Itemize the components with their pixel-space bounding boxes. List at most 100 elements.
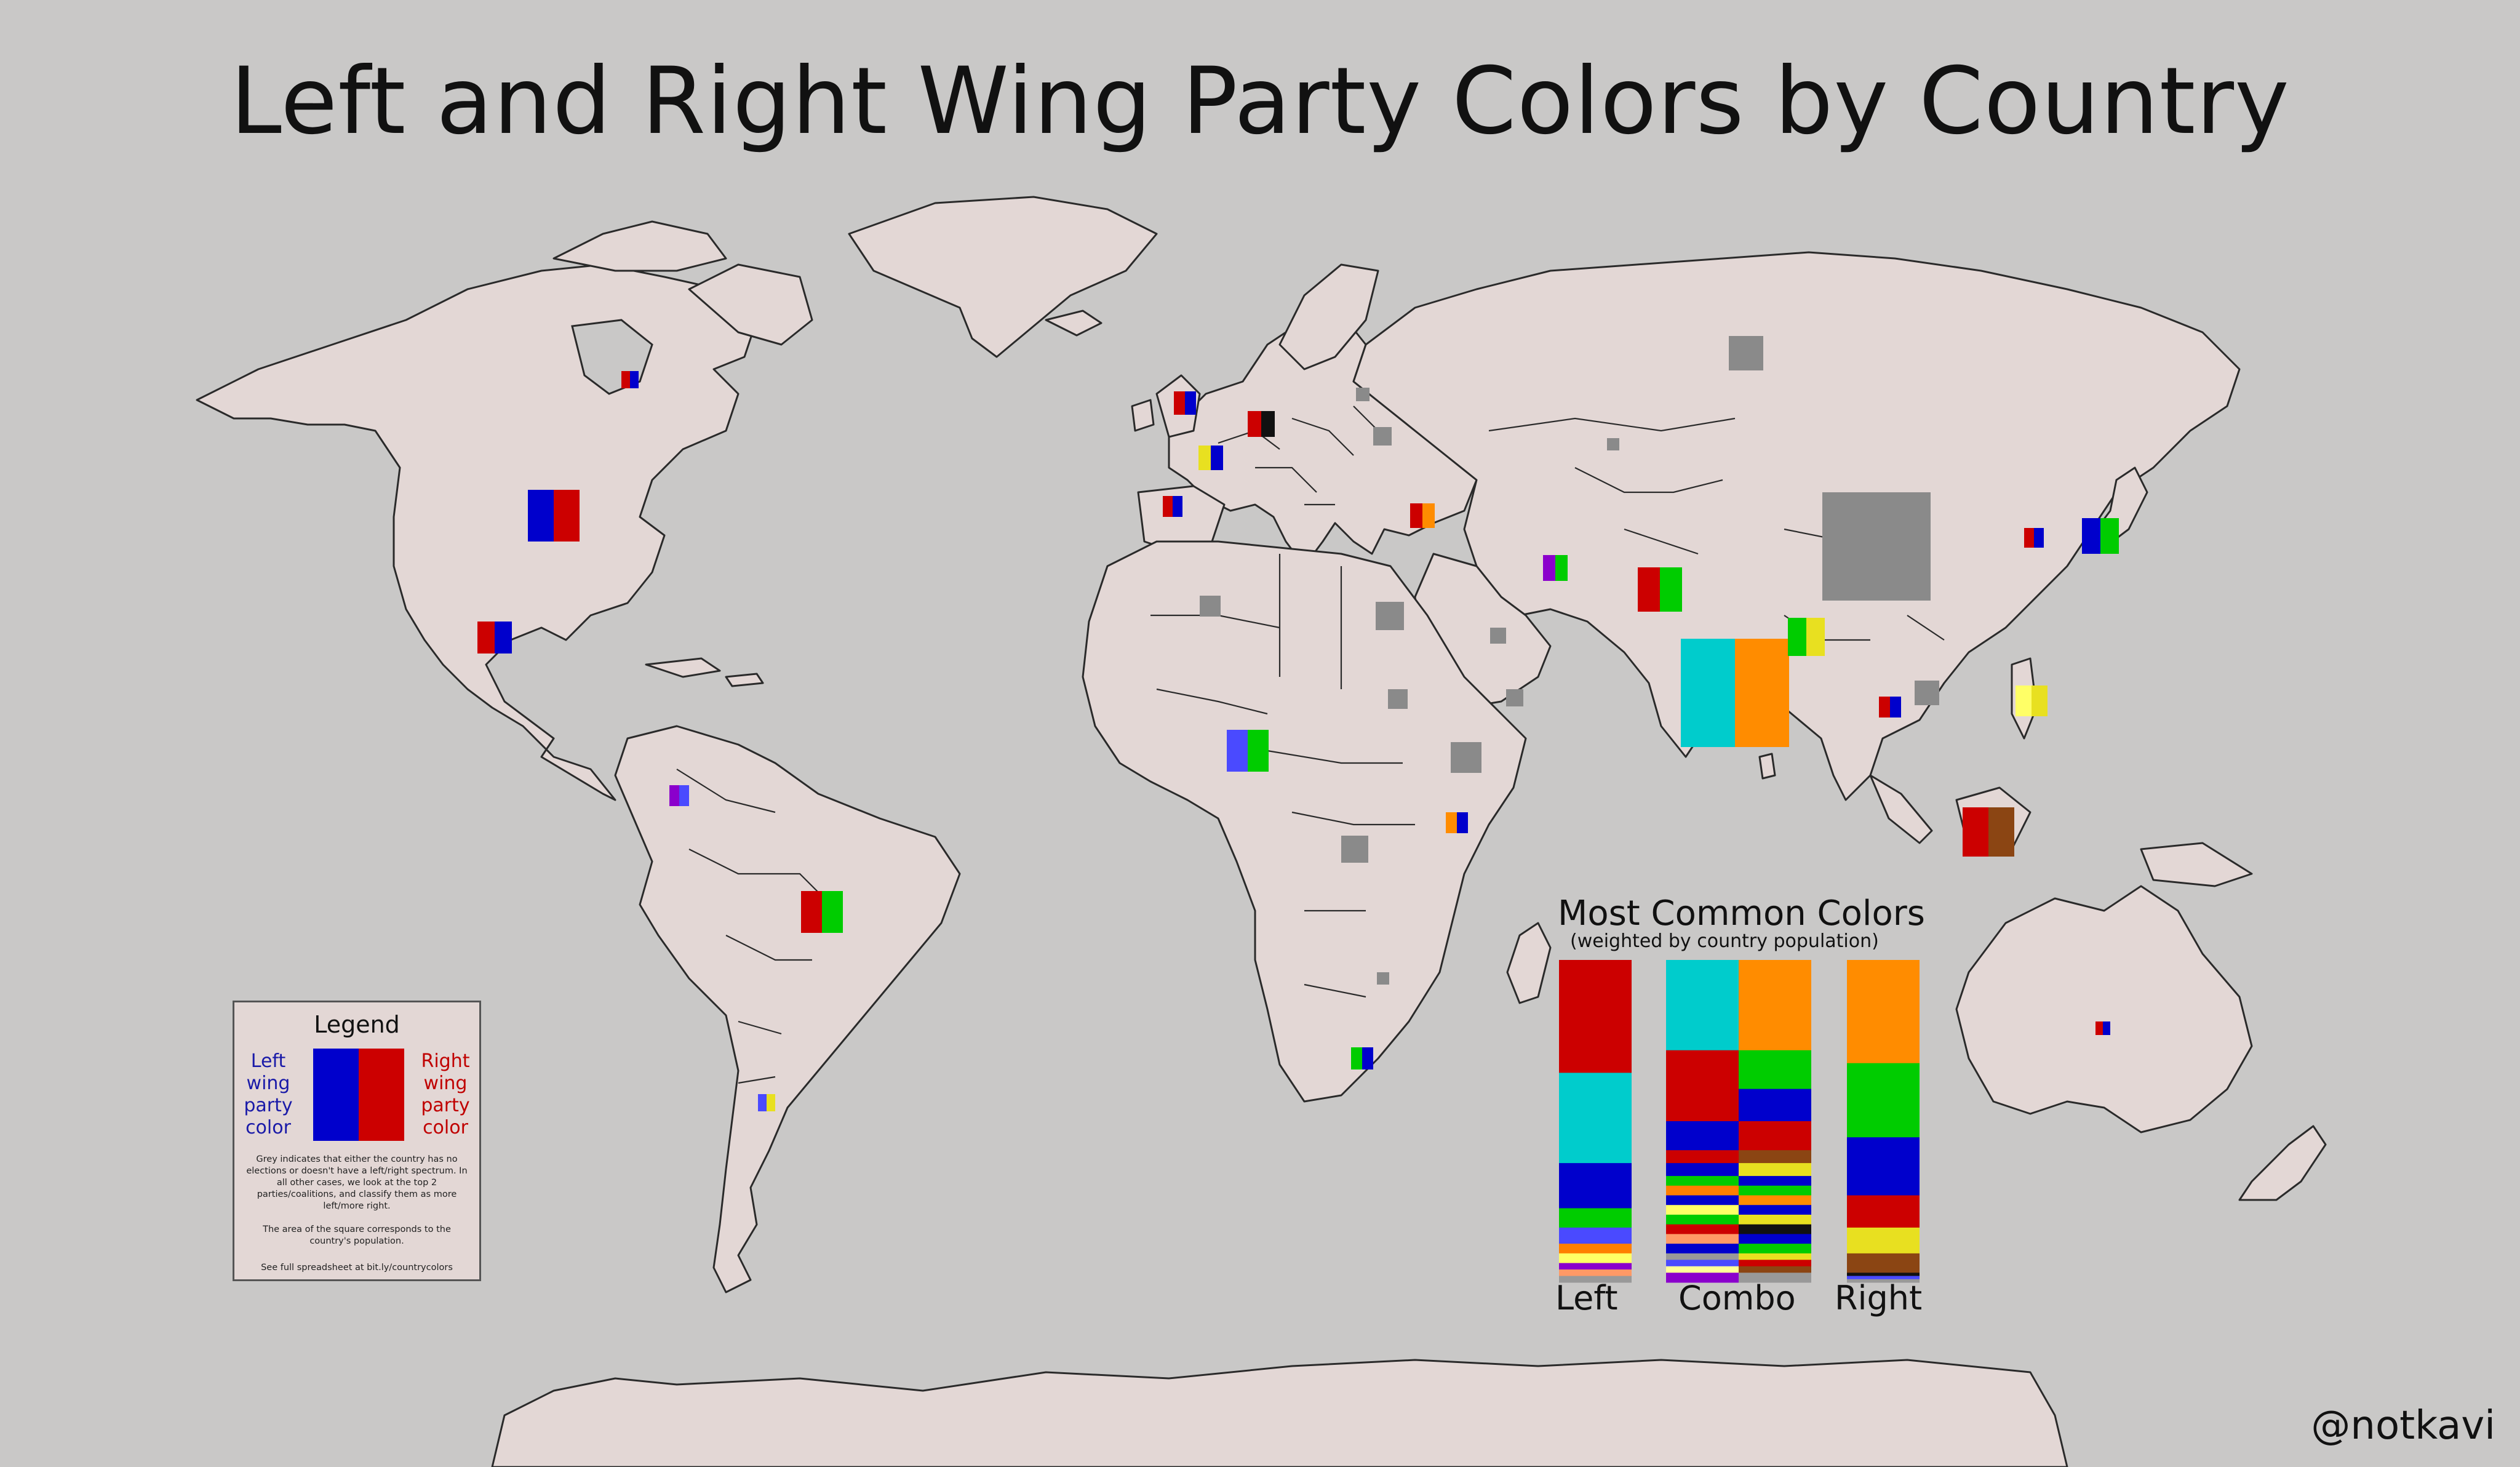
ireland <box>1131 399 1155 432</box>
right-segment-3 <box>1847 1195 1920 1228</box>
square-ukraine-grey <box>1373 427 1392 446</box>
combo-left-segment-8 <box>1666 1195 1739 1205</box>
square-japan-left <box>2082 518 2100 554</box>
left-segment-2 <box>1559 1163 1632 1209</box>
square-uk-right <box>1185 391 1196 415</box>
greenland <box>848 196 1158 358</box>
combo-right-segment-2 <box>1739 1089 1811 1122</box>
square-france-right <box>1211 446 1223 470</box>
combo-right-segment-16 <box>1739 1266 1811 1273</box>
combo-right-segment-13 <box>1739 1244 1811 1254</box>
new-guinea <box>2140 842 2253 887</box>
country-squares <box>477 336 2119 1111</box>
square-korea-left <box>2024 528 2034 548</box>
square-china-grey <box>1822 492 1931 601</box>
combo-right-segment-14 <box>1739 1253 1811 1260</box>
square-pakistan-right <box>1660 567 1682 612</box>
square-mexico-right <box>495 622 512 654</box>
left-segment-1 <box>1559 1073 1632 1164</box>
iceland <box>1045 310 1102 337</box>
square-indonesia-left <box>1963 807 1988 857</box>
left-segment-7 <box>1559 1263 1632 1270</box>
square-bangladesh-right <box>1806 618 1825 656</box>
square-southafrica-right <box>1362 1047 1373 1069</box>
square-canada-left <box>621 371 630 388</box>
square-turkey-left <box>1410 503 1422 528</box>
square-japan-right <box>2100 518 2119 554</box>
square-vietnam-grey <box>1915 681 1939 705</box>
combo-left-segment-13 <box>1666 1244 1739 1254</box>
combo-right-segment-11 <box>1739 1224 1811 1234</box>
combo-right-segment-1 <box>1739 1050 1811 1090</box>
combo-left-segment-4 <box>1666 1150 1739 1164</box>
square-drc-grey <box>1341 836 1368 863</box>
combo-left-segment-3 <box>1666 1121 1739 1151</box>
combo-right-segment-4 <box>1739 1150 1811 1164</box>
square-ethiopia-grey <box>1451 742 1481 773</box>
square-russia-grey <box>1729 336 1763 370</box>
square-belarus-grey <box>1356 388 1370 401</box>
right-segment-8 <box>1847 1279 1920 1283</box>
square-uk-left <box>1174 391 1185 415</box>
left-segment-8 <box>1559 1269 1632 1277</box>
square-india-left <box>1681 639 1735 747</box>
most-common-subtitle: (weighted by country population) <box>1570 930 1879 952</box>
square-colombia-left <box>669 785 679 806</box>
square-australia-left <box>2095 1021 2103 1035</box>
square-kenya-right <box>1457 812 1468 833</box>
square-australia-right <box>2103 1021 2110 1035</box>
square-philippines-left <box>2016 686 2032 716</box>
combo-left-segment-15 <box>1666 1260 1739 1267</box>
square-germany-right <box>1261 411 1275 437</box>
arctic-islands <box>552 220 727 272</box>
left-segment-6 <box>1559 1253 1632 1264</box>
legend-right-swatch <box>359 1049 404 1141</box>
square-usa-left <box>528 490 554 542</box>
square-colombia-right <box>679 785 689 806</box>
square-indonesia-right <box>1988 807 2014 857</box>
square-yemen-grey <box>1506 689 1523 706</box>
combo-left-segment-17 <box>1666 1273 1739 1283</box>
bar-right <box>1847 960 1920 1283</box>
square-mexico-left <box>477 622 495 654</box>
square-argentina-right <box>767 1094 775 1111</box>
square-algeria-grey <box>1200 596 1221 617</box>
bar-label-right: Right <box>1835 1279 1923 1317</box>
right-segment-1 <box>1847 1063 1920 1138</box>
right-segment-7 <box>1847 1276 1920 1280</box>
combo-right-segment-12 <box>1739 1234 1811 1244</box>
square-germany-left <box>1248 411 1261 437</box>
legend-left-swatch <box>313 1049 359 1141</box>
square-nigeria-right <box>1248 730 1269 772</box>
combo-left-segment-6 <box>1666 1176 1739 1186</box>
square-canada-right <box>630 371 639 388</box>
square-france-left <box>1198 446 1211 470</box>
square-spain-left <box>1163 496 1173 517</box>
right-segment-4 <box>1847 1227 1920 1254</box>
legend-left-label: Left wing party color <box>244 1050 293 1138</box>
combo-right-segment-9 <box>1739 1205 1811 1215</box>
legend-box: Legend Left wing party color Right wing … <box>233 1001 481 1281</box>
left-segment-4 <box>1559 1227 1632 1244</box>
combo-right-segment-5 <box>1739 1163 1811 1177</box>
bar-combo-right <box>1739 960 1811 1283</box>
square-usa-right <box>554 490 580 542</box>
right-segment-0 <box>1847 960 1920 1064</box>
square-korea-right <box>2034 528 2044 548</box>
legend-note-spreadsheet: See full spreadsheet at bit.ly/countryco… <box>261 1263 453 1273</box>
square-sudan-grey <box>1388 689 1408 709</box>
combo-left-segment-10 <box>1666 1214 1739 1225</box>
scandinavia <box>1278 263 1379 370</box>
combo-right-segment-3 <box>1739 1121 1811 1151</box>
combo-left-segment-11 <box>1666 1224 1739 1234</box>
combo-left-segment-2 <box>1666 1089 1739 1122</box>
combo-right-segment-15 <box>1739 1260 1811 1267</box>
combo-right-segment-7 <box>1739 1185 1811 1196</box>
square-brazil-right <box>822 891 843 933</box>
square-iran-right <box>1555 555 1568 581</box>
combo-left-segment-1 <box>1666 1050 1739 1090</box>
square-kazakhstan-grey <box>1607 438 1619 450</box>
bar-label-combo: Combo <box>1678 1279 1796 1317</box>
square-bangladesh-left <box>1788 618 1806 656</box>
africa-landmass <box>1082 540 1527 1103</box>
